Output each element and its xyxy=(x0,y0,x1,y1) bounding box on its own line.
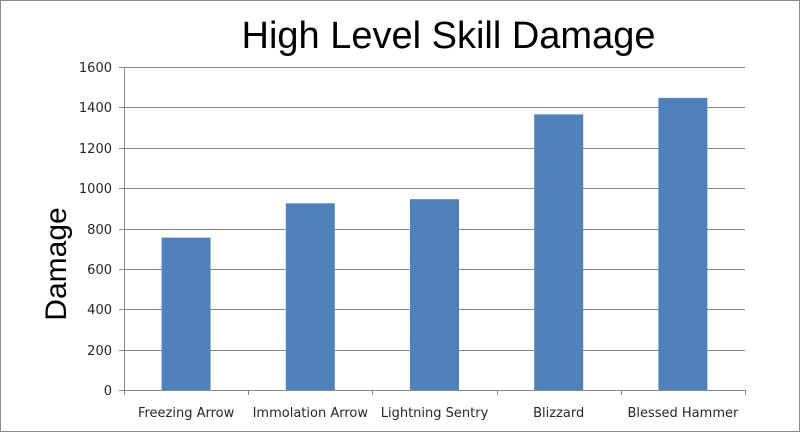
y-tick-label: 1000 xyxy=(79,182,112,197)
y-tick-label: 800 xyxy=(87,223,112,238)
bars xyxy=(161,97,708,391)
y-tick-label: 1600 xyxy=(79,61,112,76)
bar-immolation-arrow xyxy=(285,203,335,390)
x-tick-label: Blizzard xyxy=(533,406,584,421)
x-tick-label: Freezing Arrow xyxy=(138,406,235,421)
chart-title: High Level Skill Damage xyxy=(241,15,656,57)
x-tick-label: Immolation Arrow xyxy=(253,406,369,421)
bar-blessed-hammer xyxy=(658,97,708,391)
x-tick-label: Lightning Sentry xyxy=(381,406,489,421)
x-tick-labels: Freezing Arrow Immolation Arrow Lightning … xyxy=(138,406,739,421)
x-tick-label: Blessed Hammer xyxy=(627,406,739,421)
bar-freezing-arrow xyxy=(161,237,211,390)
bar-blizzard xyxy=(534,114,584,391)
bar-lightning-sentry xyxy=(410,199,459,390)
y-tick-label: 200 xyxy=(87,344,112,359)
y-tick-label: 1200 xyxy=(79,142,112,157)
y-tick-labels: 0 200 400 600 800 1000 1200 1400 1600 xyxy=(79,61,112,399)
y-tick-label: 400 xyxy=(87,303,112,318)
y-tick-label: 1400 xyxy=(79,101,112,116)
y-tick-label: 600 xyxy=(87,263,112,278)
y-tick-label: 0 xyxy=(104,384,112,399)
axes xyxy=(119,67,746,395)
